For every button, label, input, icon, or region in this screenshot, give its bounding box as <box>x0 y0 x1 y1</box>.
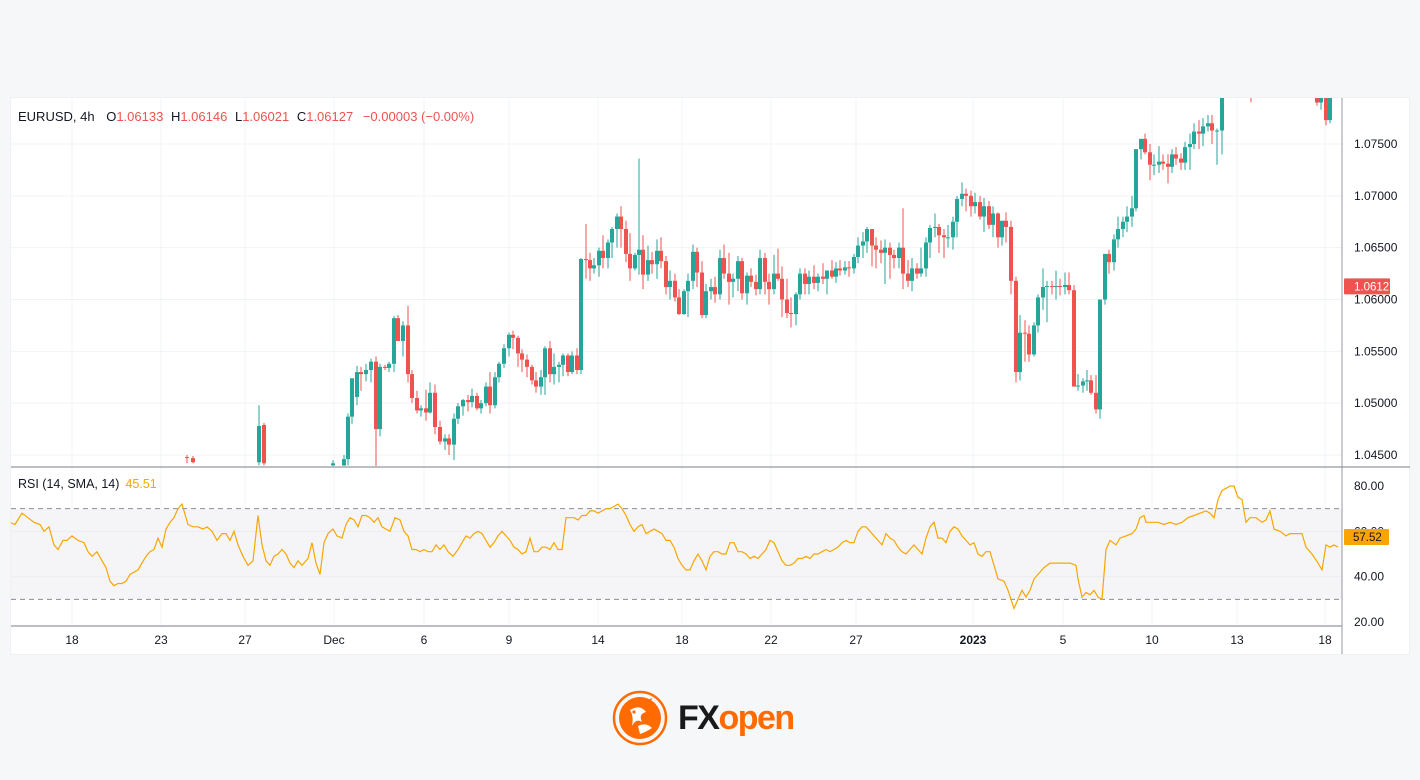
logo-wordmark: FXopen <box>678 698 795 738</box>
price-legend: EURUSD, 4h O1.06133 H1.06146 L1.06021 C1… <box>18 109 474 124</box>
time-axis-label: 18 <box>65 633 79 647</box>
change-value: −0.00003 (−0.00%) <box>362 109 475 124</box>
rsi-legend: RSI (14, SMA, 14) 45.51 <box>18 477 157 491</box>
svg-text:1.06127: 1.06127 <box>1354 281 1396 293</box>
last-price-badge <box>1344 278 1390 295</box>
time-axis-label: 5 <box>1060 633 1067 647</box>
rsi-axis-label: 40.00 <box>1354 570 1384 584</box>
high-label: H <box>170 109 181 124</box>
time-axis-label: 23 <box>154 633 168 647</box>
price-axis-label: 1.07000 <box>1354 189 1398 203</box>
time-axis-label: 14 <box>591 633 605 647</box>
time-axis-label: 27 <box>238 633 252 647</box>
price-axis-label: 1.06000 <box>1354 293 1398 307</box>
time-axis-label: 10 <box>1145 633 1159 647</box>
rsi-value: 45.51 <box>125 477 157 491</box>
header-band <box>0 0 1420 90</box>
time-axis-label: 27 <box>849 633 863 647</box>
rsi-line <box>11 485 1339 611</box>
time-axis-label: 18 <box>1318 633 1332 647</box>
symbol-label[interactable]: EURUSD, 4h <box>18 109 95 124</box>
axes: 1.07500 1.07000 1.06500 1.06000 1.05500 1.050… <box>11 98 1410 654</box>
footer-band <box>0 662 1420 780</box>
low-label: L <box>234 109 243 124</box>
low-value: 1.06021 <box>242 109 290 124</box>
time-axis-label: 13 <box>1230 633 1244 647</box>
rsi-axis-label: 20.00 <box>1354 615 1384 629</box>
high-value: 1.06146 <box>180 109 228 124</box>
time-axis-label: Dec <box>323 633 344 647</box>
logo-open-text: open <box>718 698 795 737</box>
rsi-value-badge <box>1344 528 1389 545</box>
price-axis-label: 1.06500 <box>1354 241 1398 255</box>
open-value: 1.06133 <box>116 109 164 124</box>
open-label: O <box>106 109 117 124</box>
rsi-axis-label: 80.00 <box>1354 479 1384 493</box>
price-axis-label: 1.04500 <box>1354 448 1398 462</box>
close-value: 1.06127 <box>306 109 354 124</box>
price-axis-label: 1.05000 <box>1354 396 1398 410</box>
time-axis-label: 22 <box>764 633 778 647</box>
fxopen-logo: FXopen <box>612 690 795 746</box>
bull-emblem-icon <box>612 690 668 746</box>
close-label: C <box>296 109 307 124</box>
svg-text:57.52: 57.52 <box>1353 532 1382 544</box>
logo-fx-text: FX <box>678 698 720 737</box>
price-axis-label: 1.05500 <box>1354 344 1398 358</box>
time-axis-label: 18 <box>675 633 689 647</box>
price-axis-label: 1.07500 <box>1354 137 1398 151</box>
candlestick-series <box>185 98 1332 466</box>
rsi-label[interactable]: RSI (14, SMA, 14) <box>18 477 120 491</box>
time-axis-label: 2023 <box>960 633 987 647</box>
time-axis-label: 6 <box>421 633 428 647</box>
time-axis-label: 9 <box>506 633 513 647</box>
